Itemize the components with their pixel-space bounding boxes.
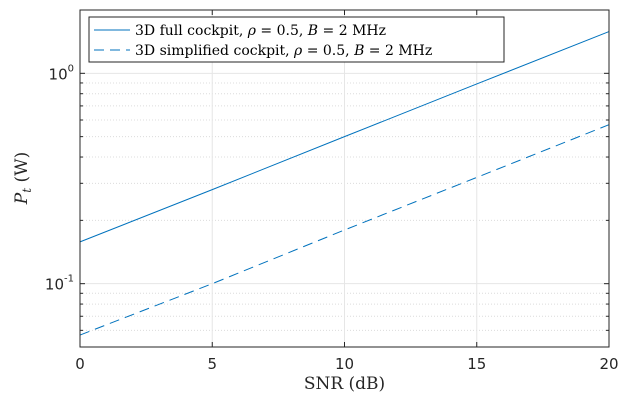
legend-entry-full-cockpit-rho: ρ bbox=[247, 23, 257, 39]
y-tick-label: 10-1 bbox=[45, 274, 74, 294]
x-tick-label: 5 bbox=[207, 355, 217, 373]
legend-entry-simplified-cockpit-b-value: = 2 MHz bbox=[364, 43, 432, 59]
y-tick-label-exponent: -1 bbox=[64, 274, 74, 285]
x-tick-label: 15 bbox=[467, 355, 486, 373]
legend-entry-full-cockpit-b: B bbox=[307, 23, 318, 39]
y-tick-label-base: 10 bbox=[45, 276, 64, 294]
legend-entry-full-cockpit-rho-value: = 0.5, bbox=[256, 23, 308, 39]
y-tick-label-base: 10 bbox=[49, 65, 68, 83]
x-tick-label: 10 bbox=[335, 355, 354, 373]
series-line-full-cockpit bbox=[79, 31, 610, 243]
x-axis-label: SNR (dB) bbox=[304, 374, 385, 394]
y-tick-label-exponent: 0 bbox=[68, 63, 74, 74]
legend-entry-full-cockpit: 3D full cockpit, ρ = 0.5, B = 2 MHz bbox=[135, 23, 386, 39]
y-tick-label: 100 bbox=[49, 63, 74, 83]
x-tick-label: 20 bbox=[599, 355, 618, 373]
legend-entry-simplified-cockpit: 3D simplified cockpit, ρ = 0.5, B = 2 MH… bbox=[135, 43, 432, 59]
legend-entry-simplified-cockpit-prefix: 3D simplified cockpit, bbox=[135, 43, 294, 59]
tick-marks bbox=[79, 10, 610, 347]
legend-entry-simplified-cockpit-rho: ρ bbox=[293, 43, 303, 59]
legend-box bbox=[88, 16, 505, 63]
legend-entry-simplified-cockpit-rho-value: = 0.5, bbox=[302, 43, 354, 59]
x-tick-labels: 0 5 10 15 20 bbox=[75, 355, 618, 373]
legend-entry-full-cockpit-b-value: = 2 MHz bbox=[318, 23, 386, 39]
y-axis-label-unit: (W) bbox=[12, 152, 32, 183]
series-layer bbox=[79, 31, 610, 336]
legend: 3D full cockpit, ρ = 0.5, B = 2 MHz 3D s… bbox=[88, 16, 505, 63]
major-grid bbox=[80, 10, 609, 347]
y-axis-label: Pt (W) bbox=[12, 152, 34, 205]
legend-entry-full-cockpit-prefix: 3D full cockpit, bbox=[135, 23, 248, 39]
y-axis-label-subscript: t bbox=[20, 188, 34, 193]
y-axis-label-symbol: P bbox=[12, 192, 32, 205]
x-tick-label: 0 bbox=[75, 355, 85, 373]
legend-entry-simplified-cockpit-b: B bbox=[353, 43, 364, 59]
